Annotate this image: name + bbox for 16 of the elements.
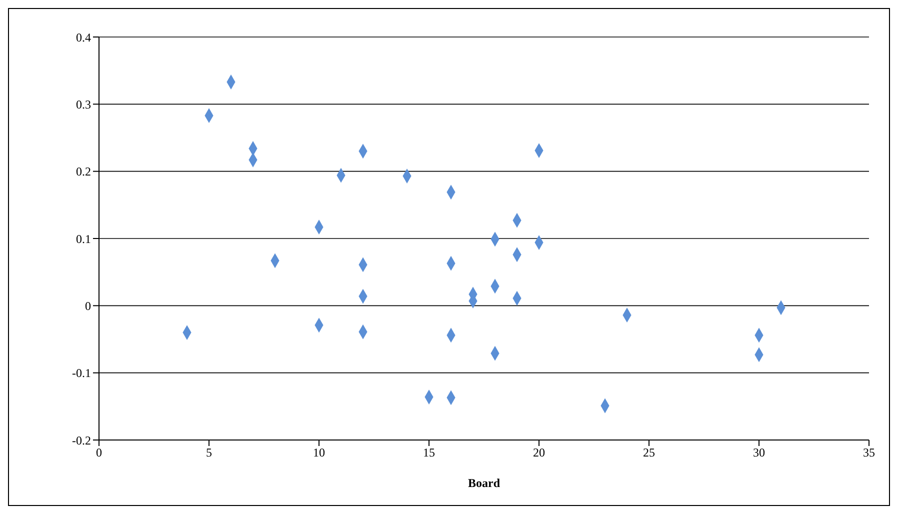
y-tick-label: 0.2 [76, 164, 91, 179]
x-tick-label: 35 [863, 446, 875, 460]
x-tick-label: 0 [96, 446, 102, 460]
y-tick-label: 0.1 [76, 232, 91, 246]
x-tick-label: 5 [206, 446, 212, 460]
x-tick-label: 10 [313, 446, 325, 460]
x-tick-label: 15 [423, 446, 435, 460]
y-tick-label: 0.4 [76, 30, 91, 44]
y-tick-label: 0.3 [76, 97, 91, 112]
x-axis-title: Board [468, 476, 500, 490]
x-tick-label: 25 [643, 446, 655, 460]
x-tick-label: 20 [533, 446, 545, 460]
y-tick-label: -0.1 [72, 366, 91, 380]
x-tick-label: 30 [753, 446, 765, 460]
y-tick-label: -0.2 [72, 433, 91, 448]
y-tick-label: 0 [85, 298, 91, 313]
